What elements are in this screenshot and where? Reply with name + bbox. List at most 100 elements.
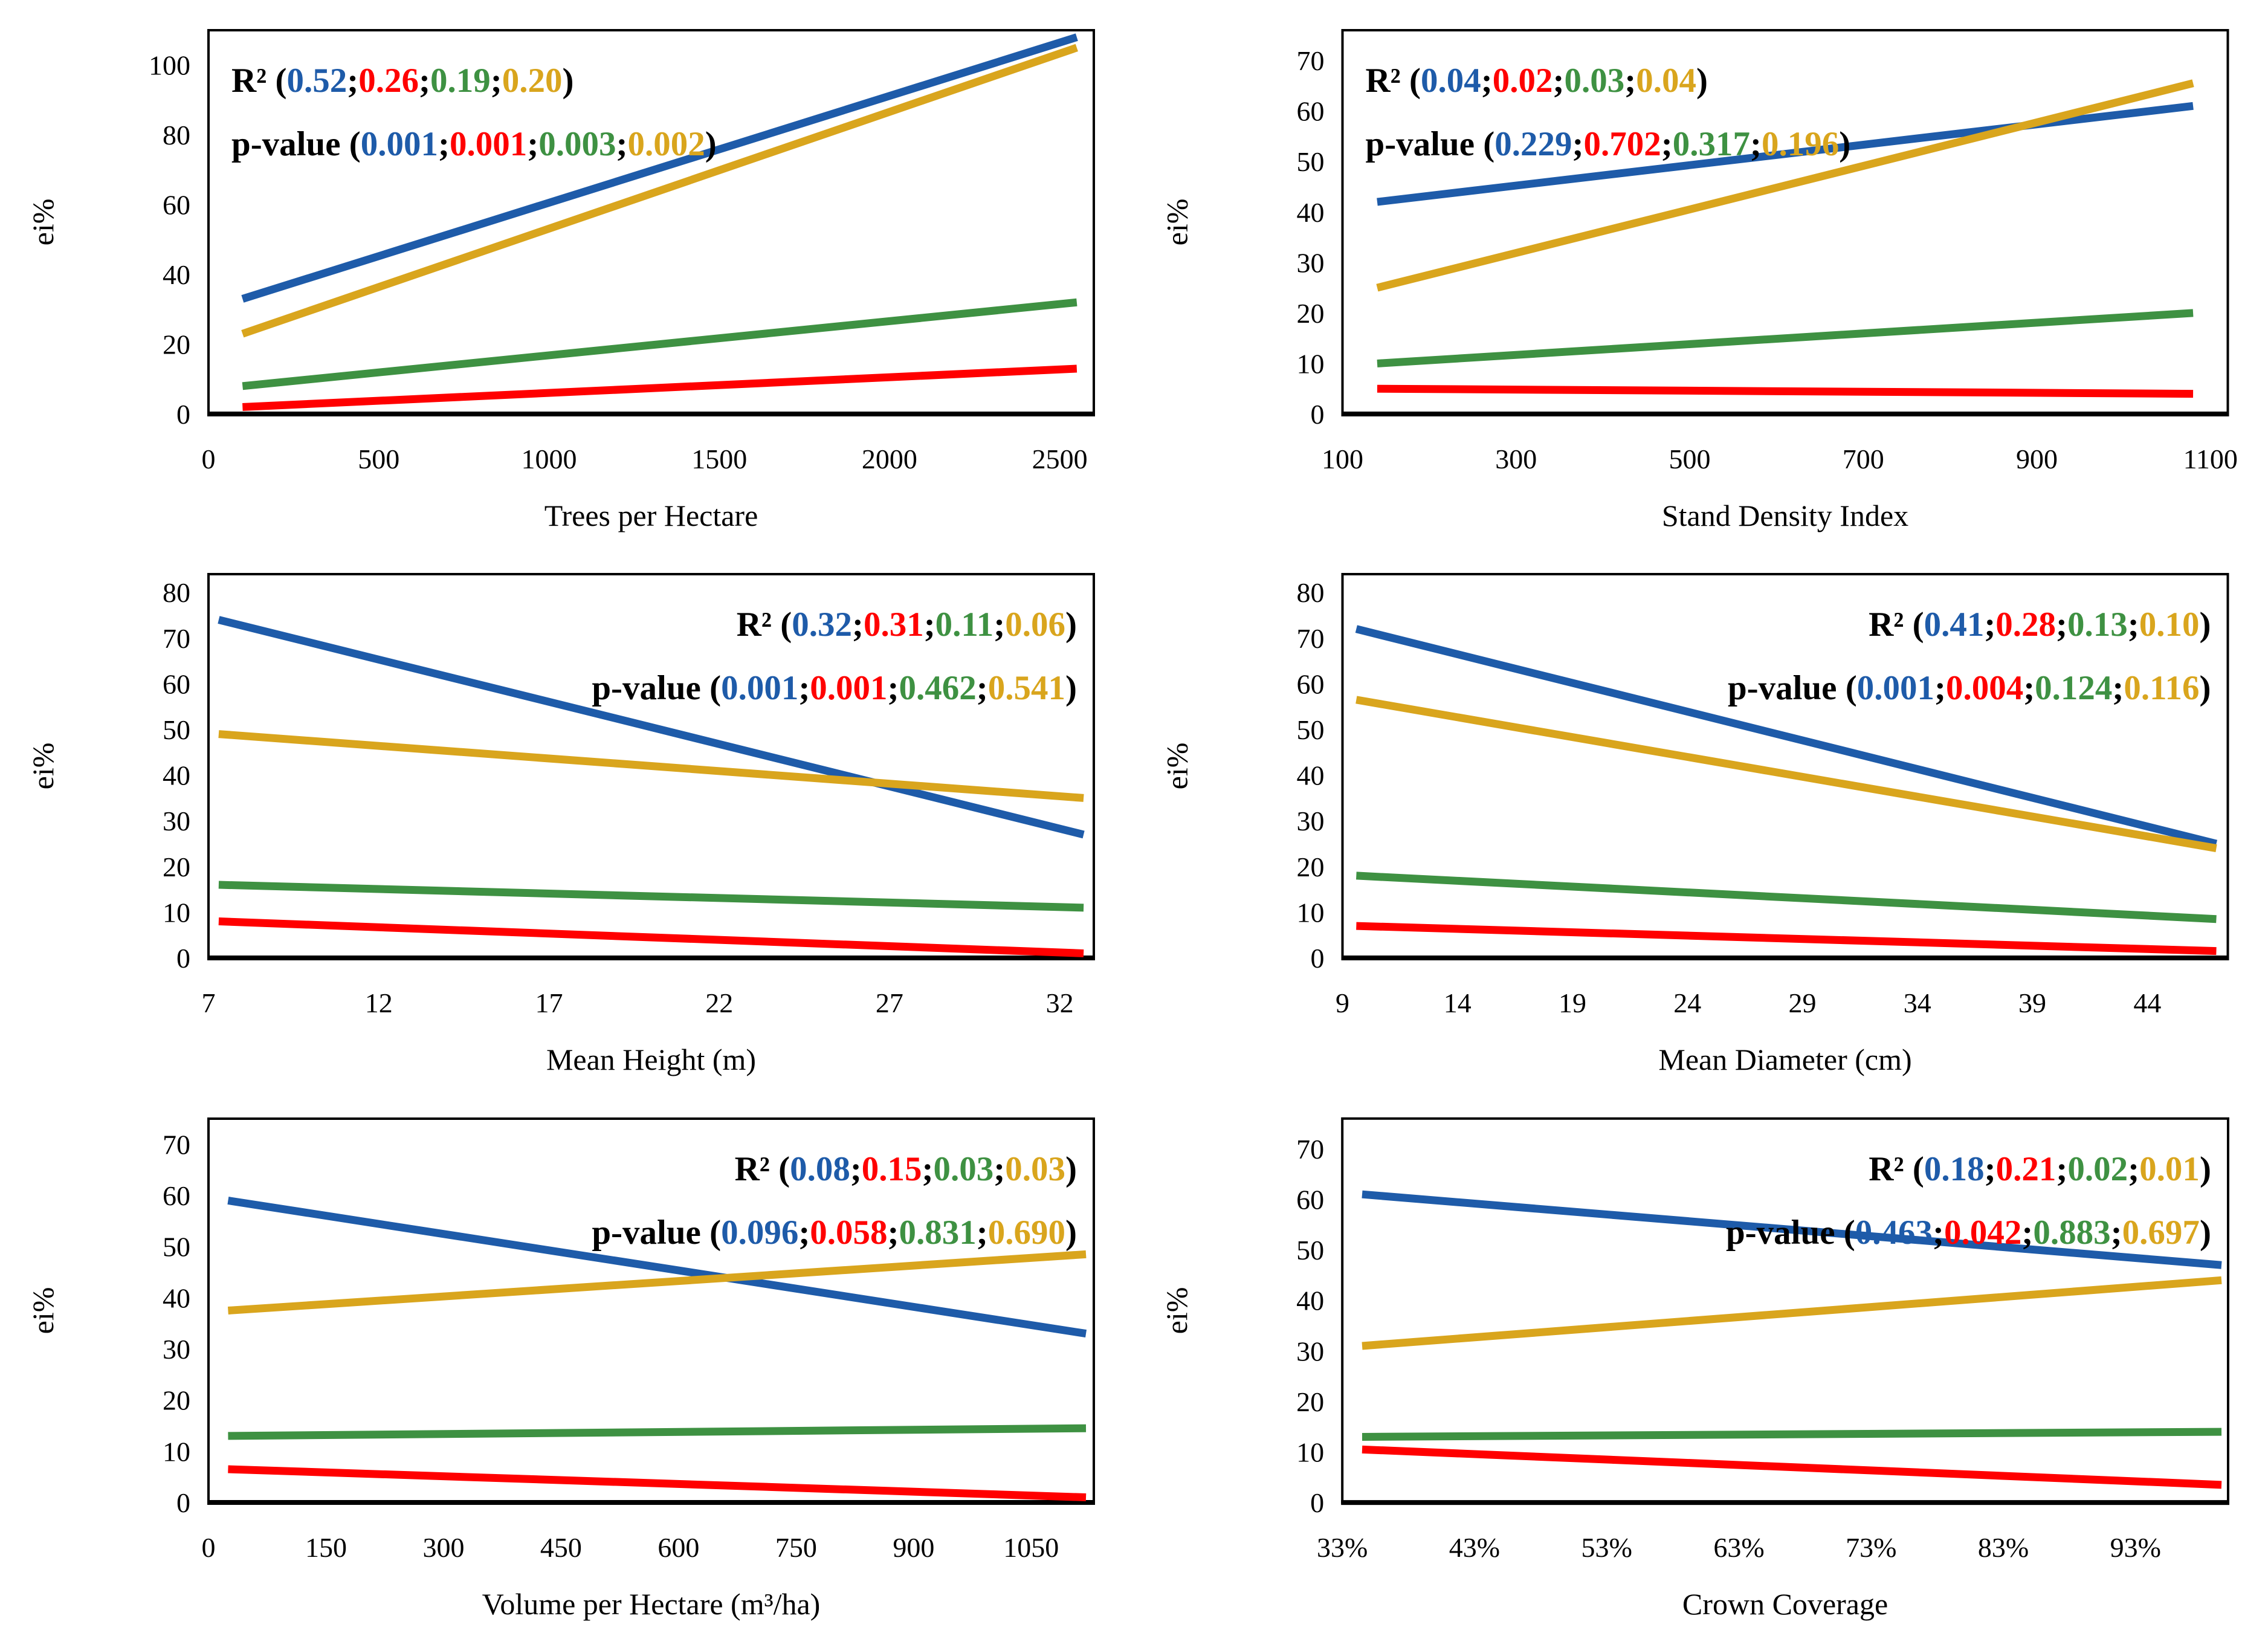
- x-tick-label: 300: [422, 1532, 464, 1563]
- trend-line-green: [242, 298, 1077, 390]
- x-tick-label: 450: [540, 1532, 582, 1563]
- y-tick-label: 30: [163, 806, 190, 836]
- x-tick-label: 600: [657, 1532, 699, 1563]
- chart-mean-diameter-plot: 0 10 20 30 40 50 60 70 80 9 14 19 24 29 34 39 44 Mean Dia…: [1160, 573, 2229, 1076]
- x-tick-label: 24: [1673, 988, 1701, 1018]
- x-tick-label: 63%: [1713, 1532, 1764, 1563]
- y-tick-label: 60: [163, 668, 190, 699]
- annotation-p-value: p-value (0.463;0.042;0.883;0.697): [1726, 1214, 2211, 1252]
- chart-volume-per-hectare-plot: 0 10 20 30 40 50 60 70 0 150 300 450 600 750 900 1050 Vo…: [26, 1117, 1095, 1621]
- chart-trees-per-hectare: 0 20 40 60 80 100 0 500 1000 1500 2000 2500 Trees pe…: [0, 0, 1134, 544]
- trend-line-orange: [227, 1250, 1087, 1314]
- trend-line-blue: [1355, 625, 2218, 848]
- chart-mean-height: 0 10 20 30 40 50 60 70 80 7 12 17 22 27 32 Mean Height …: [0, 544, 1134, 1088]
- y-tick-label: 50: [163, 1232, 190, 1263]
- y-tick-label: 10: [1296, 1437, 1324, 1468]
- trend-line-red: [1356, 922, 2217, 956]
- trend-line-green: [228, 1424, 1087, 1440]
- y-tick-label: 20: [1296, 1386, 1324, 1417]
- x-axis-title: Trees per Hectare: [544, 499, 758, 532]
- x-tick-label: 0: [202, 444, 216, 474]
- y-tick-label: 80: [163, 120, 190, 150]
- y-tick-label: 0: [1311, 943, 1325, 974]
- x-tick-label: 44: [2133, 988, 2161, 1018]
- y-tick-label: 80: [163, 577, 190, 608]
- y-tick-label: 20: [1297, 852, 1325, 882]
- y-tick-label: 60: [163, 1180, 190, 1211]
- x-tick-label: 0: [202, 1532, 216, 1563]
- annotation-r2: R² (0.32;0.31;0.11;0.06): [737, 606, 1077, 644]
- x-axis-title: Volume per Hectare (m³/ha): [482, 1587, 821, 1621]
- x-tick-label: 500: [358, 444, 399, 474]
- annotation-r2: R² (0.04;0.02;0.03;0.04): [1366, 62, 1708, 100]
- y-tick-label: 80: [1297, 577, 1325, 608]
- trend-line-red: [242, 364, 1077, 411]
- y-tick-label: 60: [1297, 96, 1325, 127]
- x-tick-label: 14: [1444, 988, 1472, 1018]
- y-tick-label: 30: [1297, 806, 1325, 836]
- y-tick-label: 100: [149, 50, 190, 81]
- annotation-p-value: p-value (0.096;0.058;0.831;0.690): [592, 1214, 1077, 1252]
- x-tick-label: 750: [775, 1532, 817, 1563]
- annotation-r2: R² (0.18;0.21;0.02;0.01): [1869, 1150, 2211, 1188]
- chart-volume-per-hectare: 0 10 20 30 40 50 60 70 0 150 300 450 600 750 900 1050 Vo…: [0, 1088, 1134, 1633]
- y-tick-label: 60: [163, 190, 190, 221]
- y-tick-label: 40: [1297, 197, 1325, 228]
- x-tick-label: 900: [2016, 444, 2058, 474]
- trend-line-blue: [218, 616, 1085, 839]
- x-tick-label: 300: [1495, 444, 1537, 474]
- x-tick-label: 2500: [1032, 444, 1088, 474]
- x-tick-label: 32: [1046, 988, 1074, 1018]
- trend-line-green: [1377, 309, 2194, 367]
- x-tick-label: 1500: [691, 444, 747, 474]
- y-tick-label: 20: [163, 329, 190, 360]
- x-tick-label: 150: [305, 1532, 347, 1563]
- x-tick-label: 43%: [1449, 1532, 1500, 1563]
- y-tick-label: 0: [1311, 399, 1325, 430]
- chart-stand-density-index-plot: 0 10 20 30 40 50 60 70 100 300 500 700 900 1100 Stand …: [1160, 29, 2238, 532]
- y-tick-label: 70: [1297, 623, 1325, 654]
- x-tick-label: 1050: [1003, 1532, 1059, 1563]
- x-tick-label: 1000: [521, 444, 577, 474]
- y-tick-label: 70: [163, 623, 190, 654]
- y-tick-label: 0: [176, 399, 190, 430]
- x-tick-label: 500: [1669, 444, 1711, 474]
- y-tick-label: 50: [1297, 714, 1325, 745]
- y-axis-title: ei%: [26, 743, 60, 790]
- trend-line-red: [218, 917, 1084, 957]
- x-tick-label: 93%: [2110, 1532, 2161, 1563]
- x-tick-label: 7: [202, 988, 216, 1018]
- x-tick-label: 9: [1336, 988, 1349, 1018]
- x-tick-label: 22: [705, 988, 733, 1018]
- chart-mean-diameter: 0 10 20 30 40 50 60 70 80 9 14 19 24 29 34 39 44 Mean Dia…: [1134, 544, 2268, 1088]
- y-axis-title: ei%: [1160, 1287, 1194, 1334]
- trend-line-orange: [241, 44, 1078, 338]
- x-axis-title: Mean Height (m): [546, 1043, 756, 1076]
- x-axis-title: Crown Coverage: [1682, 1587, 1888, 1621]
- x-tick-label: 2000: [862, 444, 917, 474]
- y-tick-label: 0: [176, 943, 190, 974]
- x-tick-label: 12: [365, 988, 393, 1018]
- y-tick-label: 40: [163, 760, 190, 791]
- y-tick-label: 40: [1296, 1285, 1324, 1316]
- annotation-p-value: p-value (0.001;0.001;0.462;0.541): [592, 669, 1077, 707]
- trend-line-red: [1377, 384, 2194, 398]
- y-axis-title: ei%: [1160, 743, 1194, 790]
- trend-line-blue: [1362, 1190, 2222, 1269]
- y-tick-label: 40: [163, 259, 190, 290]
- y-axis-title: ei%: [26, 199, 60, 246]
- x-tick-label: 73%: [1846, 1532, 1896, 1563]
- y-tick-label: 70: [1297, 45, 1325, 76]
- x-tick-label: 17: [535, 988, 563, 1018]
- trend-line-orange: [1362, 1276, 2222, 1350]
- y-tick-label: 10: [163, 1436, 190, 1467]
- y-tick-label: 50: [1296, 1235, 1324, 1266]
- y-tick-label: 30: [1297, 247, 1325, 278]
- chart-stand-density-index: 0 10 20 30 40 50 60 70 100 300 500 700 900 1100 Stand …: [1134, 0, 2268, 544]
- y-tick-label: 50: [163, 714, 190, 745]
- trend-line-orange: [1355, 696, 2217, 852]
- x-tick-label: 33%: [1317, 1532, 1368, 1563]
- x-tick-label: 1100: [2183, 444, 2238, 474]
- annotation-r2: R² (0.52;0.26;0.19;0.20): [231, 62, 573, 100]
